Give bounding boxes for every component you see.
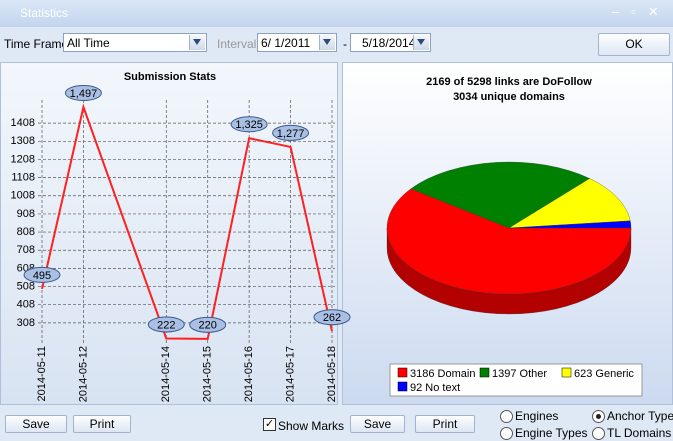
value-label-bubble — [313, 309, 351, 326]
y-tick-label: 808 — [17, 226, 35, 238]
print-button[interactable]: Print — [415, 415, 475, 433]
x-tick-label: 2014-05-12 — [77, 346, 89, 402]
radio[interactable] — [592, 410, 605, 423]
legend-box — [389, 363, 643, 397]
value-label: 222 — [157, 319, 175, 331]
value-label: 220 — [199, 320, 217, 332]
print-button[interactable]: Print — [73, 415, 131, 433]
y-tick-label: 708 — [17, 244, 35, 256]
radio-label[interactable]: Engine Types — [515, 426, 588, 440]
value-label-bubble — [230, 116, 268, 133]
time-frame-select[interactable]: All Time — [63, 33, 207, 52]
x-tick-label: 2014-05-17 — [284, 346, 296, 402]
x-tick-label: 2014-05-18 — [326, 346, 338, 402]
value-label: 262 — [323, 312, 341, 324]
pie-slice — [410, 161, 591, 229]
line — [41, 103, 333, 340]
time-frame-label: Time Frame — [4, 37, 69, 51]
date-to[interactable]: 5/18/2014 — [350, 33, 431, 52]
radio[interactable] — [592, 427, 605, 440]
interval-label: Interval — [217, 37, 257, 51]
radio-label[interactable]: TL Domains — [607, 426, 672, 440]
y-tick-label: 308 — [17, 317, 35, 329]
chart-title: Submission Stats — [124, 71, 216, 83]
chart-title: 2169 of 5298 links are DoFollow — [426, 76, 592, 88]
value-label: 1,277 — [277, 128, 305, 140]
ok-button[interactable]: OK — [598, 33, 670, 56]
pie-slice — [508, 178, 631, 229]
date-to-value: 5/18/2014 — [362, 36, 416, 50]
y-tick-label: 408 — [17, 299, 35, 311]
legend-swatch — [561, 367, 572, 378]
time-frame-value: All Time — [67, 36, 110, 50]
value-label-bubble — [147, 316, 185, 333]
x-tick-label: 2014-05-11 — [36, 346, 48, 401]
y-tick-label: 508 — [17, 280, 35, 292]
window-controls[interactable]: –▫✕ — [612, 4, 671, 19]
legend-swatch — [397, 367, 408, 378]
y-tick-label: 1308 — [11, 135, 35, 147]
legend-label: 623 Generic — [574, 368, 634, 380]
value-label: 1,497 — [70, 88, 98, 100]
radio[interactable] — [500, 427, 513, 440]
value-label: 1,325 — [235, 119, 263, 131]
value-label-bubble — [64, 84, 102, 101]
date-from[interactable]: 6/ 1/2011 — [257, 33, 337, 52]
radio-label[interactable]: Engines — [515, 409, 559, 423]
legend-label: 1397 Other — [492, 368, 547, 380]
date-from-value: 6/ 1/2011 — [261, 36, 311, 50]
legend-label: 92 No text — [410, 382, 460, 394]
x-tick-label: 2014-05-14 — [160, 346, 172, 402]
x-tick-label: 2014-05-15 — [202, 346, 214, 402]
title-bar — [0, 0, 673, 27]
left-panel — [0, 62, 338, 405]
radio-dot — [596, 414, 601, 419]
save-button[interactable]: Save — [350, 415, 405, 433]
value-label-bubble — [23, 266, 61, 283]
radio[interactable] — [500, 410, 513, 423]
show-marks-checkbox[interactable]: ✓ — [263, 418, 276, 431]
date-separator: - — [343, 37, 347, 51]
y-tick-label: 908 — [17, 208, 35, 220]
y-tick-label: 1408 — [11, 117, 35, 129]
show-marks-label[interactable]: Show Marks — [278, 419, 345, 433]
legend-swatch — [397, 381, 408, 392]
pie-slice — [508, 220, 632, 229]
y-tick-label: 1208 — [11, 153, 35, 165]
pie-slice — [386, 188, 632, 295]
window-title: Statistics — [20, 6, 69, 20]
legend-label: 3186 Domain — [410, 368, 475, 380]
save-button[interactable]: Save — [5, 415, 67, 433]
value-label: 495 — [33, 270, 51, 282]
x-tick-label: 2014-05-16 — [243, 346, 255, 402]
y-tick-label: 1008 — [11, 190, 35, 202]
y-tick-label: 1108 — [11, 172, 35, 184]
radio-label[interactable]: Anchor Type — [607, 409, 673, 423]
value-label-bubble — [272, 124, 310, 141]
chart-subtitle: 3034 unique domains — [453, 91, 565, 103]
value-label-bubble — [189, 316, 227, 333]
legend-swatch — [479, 367, 490, 378]
